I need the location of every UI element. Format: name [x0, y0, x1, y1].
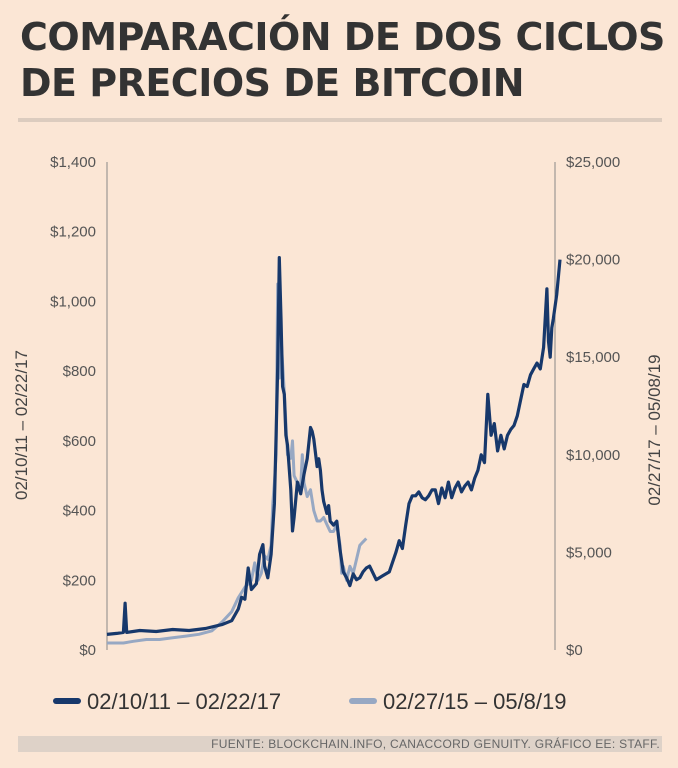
- right-tick-label: $20,000: [566, 252, 620, 269]
- right-axis-ticks: $0 $5,000 $10,000 $15,000 $20,000 $25,000: [566, 154, 620, 659]
- right-axis-title: 02/27/17 – 05/08/19: [645, 354, 664, 505]
- right-tick-label: $5,000: [566, 544, 612, 561]
- left-axis-ticks: $0 $200 $400 $600 $800 $1,000 $1,200 $1,400: [50, 154, 96, 659]
- right-tick-label: $15,000: [566, 349, 620, 366]
- left-tick-label: $1,200: [50, 224, 96, 241]
- source-note: FUENTE: BLOCKCHAIN.INFO, CANACCORD GENUI…: [211, 737, 660, 751]
- right-tick-label: $25,000: [566, 154, 620, 171]
- title-divider: [18, 118, 662, 122]
- left-tick-label: $800: [63, 363, 96, 380]
- left-tick-label: $0: [79, 642, 96, 659]
- left-tick-label: $400: [63, 503, 96, 520]
- footer-band: [18, 736, 662, 752]
- legend-label-cycle-1: 02/10/11 – 02/22/17: [87, 689, 281, 714]
- left-tick-label: $200: [63, 572, 96, 589]
- left-axis-title: 02/10/11 – 02/22/17: [12, 350, 31, 500]
- title-line-2: DE PRECIOS DE BITCOIN: [20, 61, 525, 105]
- chart-title: COMPARACIÓN DE DOS CICLOS DE PRECIOS DE …: [20, 14, 670, 106]
- right-tick-label: $0: [566, 642, 583, 659]
- series-line-2: [107, 282, 368, 645]
- left-tick-label: $600: [63, 433, 96, 450]
- left-tick-label: $1,400: [50, 154, 96, 171]
- series-line-1: [106, 256, 562, 636]
- left-tick-label: $1,000: [50, 293, 96, 310]
- series-layer: [106, 256, 562, 645]
- legend-label-cycle-2: 02/27/15 – 05/8/19: [383, 689, 567, 714]
- title-line-1: COMPARACIÓN DE DOS CICLOS: [20, 15, 665, 59]
- right-tick-label: $10,000: [566, 447, 620, 464]
- legend: 02/10/11 – 02/22/17 02/27/15 – 05/8/19: [53, 689, 567, 714]
